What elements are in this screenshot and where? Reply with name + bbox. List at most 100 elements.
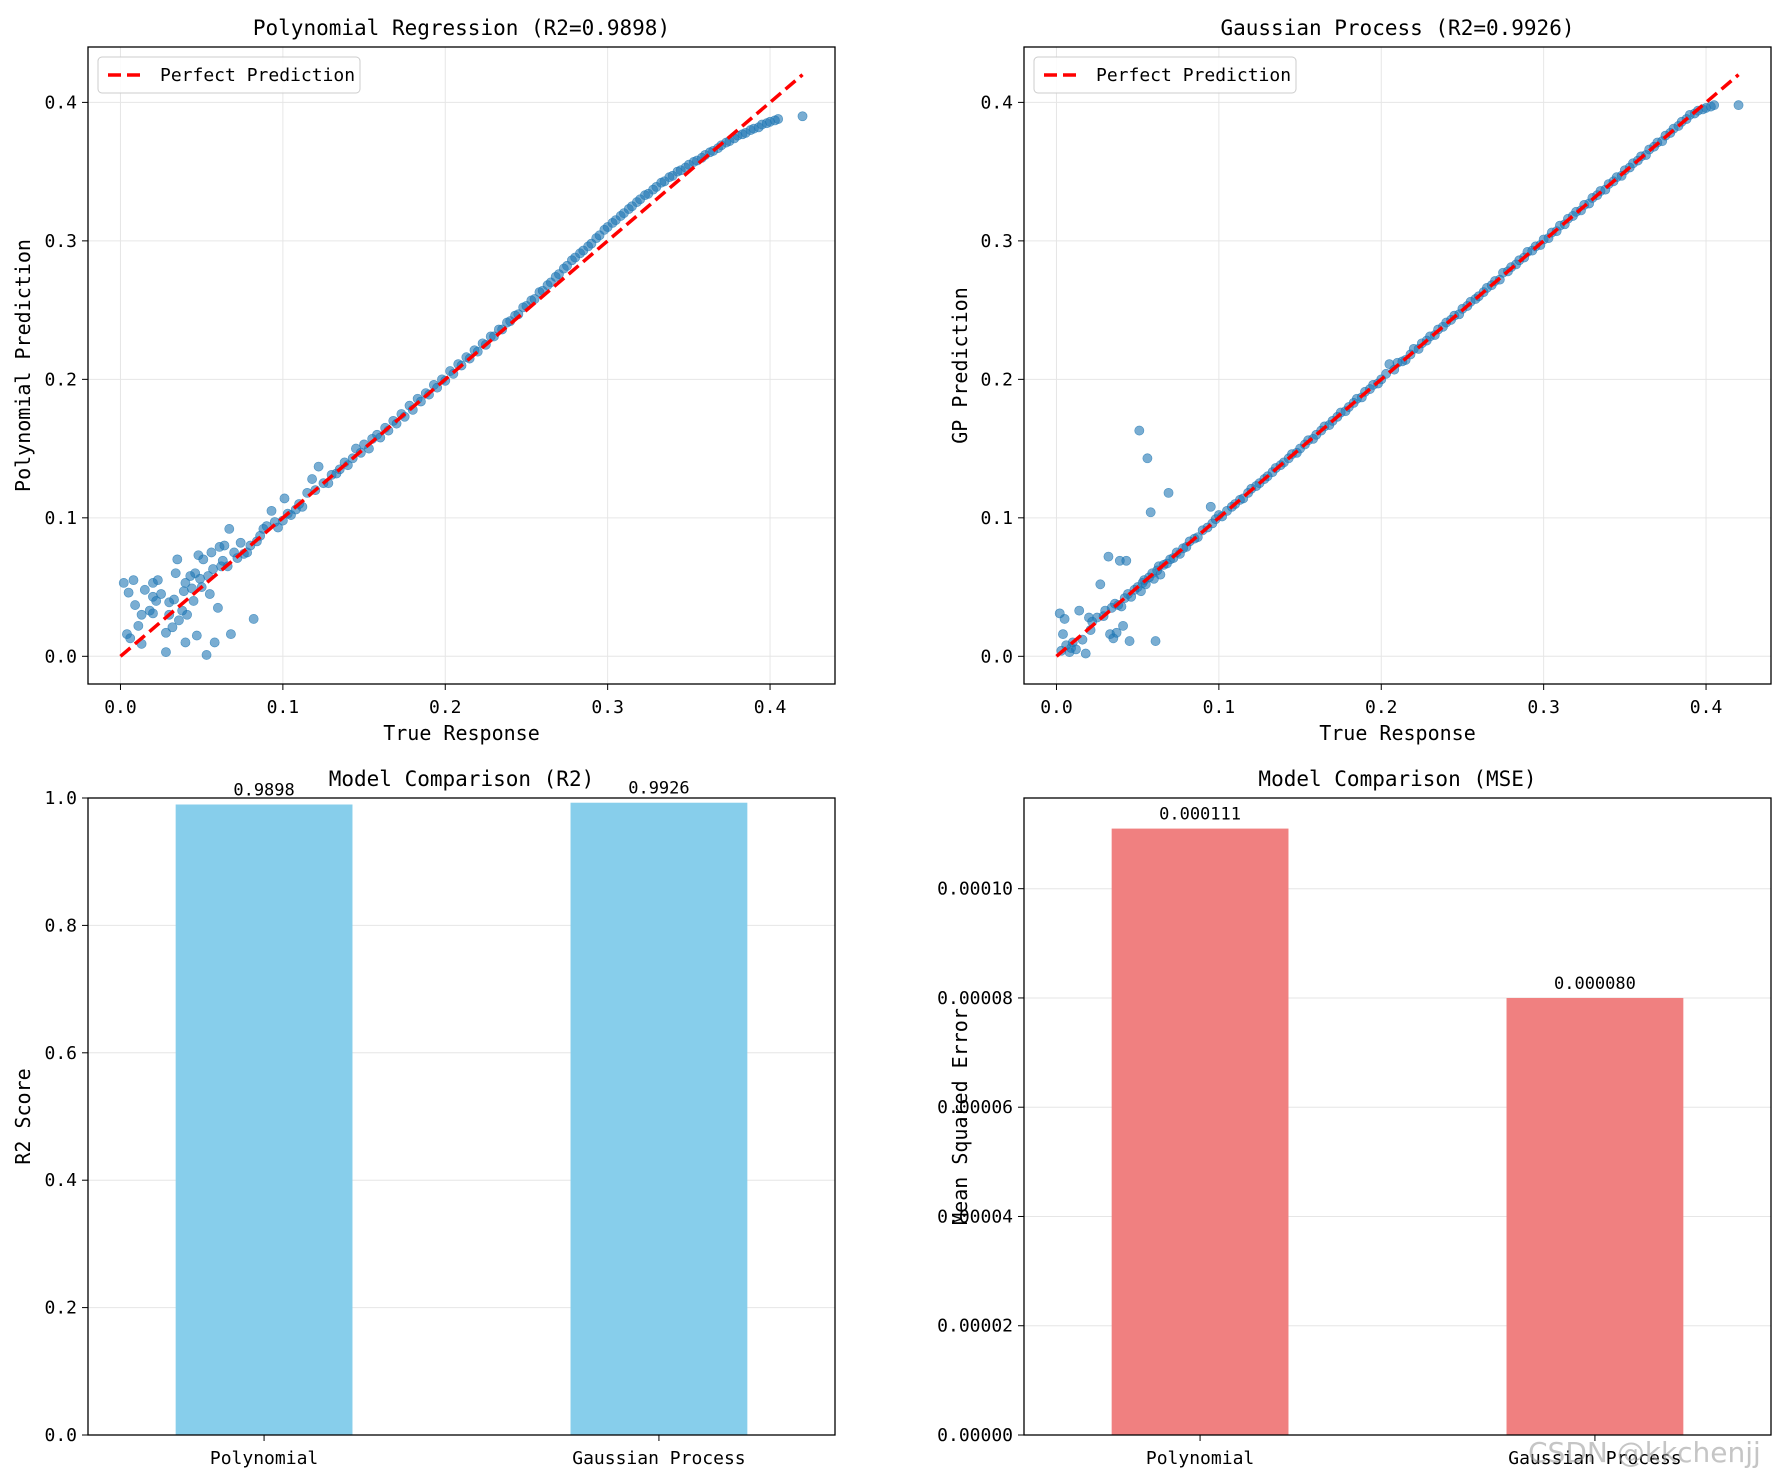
data-point xyxy=(195,573,205,584)
data-point xyxy=(188,596,199,606)
x-tick-label: 0.4 xyxy=(1690,697,1723,718)
y-tick-label: 0.00010 xyxy=(937,879,1013,900)
data-point xyxy=(118,578,129,588)
legend-box xyxy=(1033,56,1297,94)
data-point xyxy=(170,568,181,579)
data-point xyxy=(198,554,209,565)
y-axis-label: Mean Squared Error xyxy=(948,1008,972,1225)
bar-value-label: 0.9926 xyxy=(628,779,689,799)
data-point xyxy=(178,586,189,597)
data-point xyxy=(1134,425,1145,436)
data-point xyxy=(151,596,162,606)
data-point xyxy=(206,547,217,558)
watermark: CSDN @kkchenjj xyxy=(1528,1436,1761,1469)
data-point xyxy=(1150,636,1161,646)
data-point xyxy=(161,647,171,658)
data-point xyxy=(1111,627,1122,638)
y-tick-label: 0.1 xyxy=(44,508,77,529)
y-tick-label: 0.0 xyxy=(980,646,1013,667)
x-tick-label: 0.1 xyxy=(1203,697,1236,718)
data-point xyxy=(208,564,218,574)
bar-polynomial xyxy=(175,804,353,1435)
x-tick-label: 0.4 xyxy=(754,697,787,718)
data-point xyxy=(1155,569,1166,580)
data-point xyxy=(133,620,144,631)
y-axis-label: GP Prediction xyxy=(948,287,972,444)
x-axis-label: True Response xyxy=(383,721,540,745)
y-tick-label: 0.3 xyxy=(980,231,1013,252)
x-tick-label: 0.1 xyxy=(267,697,300,718)
y-tick-label: 0.00006 xyxy=(937,1097,1013,1118)
data-point xyxy=(130,600,140,610)
y-tick-label: 0.4 xyxy=(44,1170,77,1191)
data-point xyxy=(125,633,136,644)
data-point xyxy=(1080,648,1091,659)
data-point xyxy=(209,637,220,648)
data-point xyxy=(204,589,215,599)
y-tick-label: 0.00000 xyxy=(937,1425,1013,1446)
y-tick-label: 0.0 xyxy=(44,646,77,667)
axes-frame xyxy=(87,797,836,1436)
axes-frame xyxy=(87,46,836,685)
data-point xyxy=(226,629,236,640)
x-tick-label: Gaussian Process xyxy=(1508,1448,1681,1469)
y-tick-label: 0.1 xyxy=(980,508,1013,529)
data-point xyxy=(139,584,150,595)
x-tick-label: 0.0 xyxy=(104,697,137,718)
data-point xyxy=(161,627,171,638)
axes-frame xyxy=(1023,797,1772,1436)
data-point xyxy=(167,622,178,633)
bar-polynomial xyxy=(1111,828,1289,1435)
data-point xyxy=(1145,507,1156,518)
y-tick-label: 0.8 xyxy=(44,915,77,936)
data-point xyxy=(1103,551,1114,562)
bar-gaussian-process xyxy=(1506,997,1684,1435)
data-point xyxy=(180,637,191,648)
data-point xyxy=(1071,644,1081,655)
bar-value-label: 0.000111 xyxy=(1159,805,1241,825)
legend-label: Perfect Prediction xyxy=(160,65,355,86)
x-tick-label: 0.3 xyxy=(1527,697,1560,718)
x-tick-label: 0.3 xyxy=(591,697,624,718)
data-point xyxy=(1074,605,1085,616)
data-point xyxy=(152,575,163,586)
bar-value-label: 0.000080 xyxy=(1554,974,1636,994)
y-tick-label: 0.6 xyxy=(44,1043,77,1064)
data-point xyxy=(213,602,223,613)
data-point xyxy=(1124,636,1135,646)
data-point xyxy=(180,578,191,588)
x-tick-label: Gaussian Process xyxy=(572,1448,745,1469)
data-point xyxy=(148,608,158,619)
chart-title: Model Comparison (R2) xyxy=(329,767,595,791)
y-axis-label: Polynomial Prediction xyxy=(11,239,35,492)
data-point xyxy=(279,493,290,504)
y-tick-label: 0.2 xyxy=(44,1298,77,1319)
data-point xyxy=(1709,100,1720,111)
x-tick-label: 0.0 xyxy=(1040,697,1073,718)
legend-label: Perfect Prediction xyxy=(1096,65,1291,86)
data-point xyxy=(169,594,179,605)
data-point xyxy=(1118,620,1128,631)
x-tick-label: 0.2 xyxy=(1365,697,1398,718)
bar-gaussian-process xyxy=(570,802,748,1435)
perfect-prediction-line xyxy=(1055,73,1740,658)
data-point xyxy=(773,114,784,124)
data-point xyxy=(248,614,259,624)
data-point xyxy=(191,630,202,641)
chart-title: Gaussian Process (R2=0.9926) xyxy=(1220,16,1574,40)
data-point xyxy=(219,540,230,551)
y-tick-label: 0.0 xyxy=(44,1425,77,1446)
data-point xyxy=(224,524,235,534)
y-tick-label: 0.2 xyxy=(980,369,1013,390)
x-tick-label: 0.2 xyxy=(429,697,462,718)
y-axis-label: R2 Score xyxy=(11,1068,35,1164)
x-tick-label: Polynomial xyxy=(1146,1448,1254,1469)
data-point xyxy=(187,583,197,594)
data-point xyxy=(307,474,317,484)
data-point xyxy=(201,650,212,660)
axes-frame xyxy=(1023,46,1772,685)
x-tick-label: Polynomial xyxy=(210,1448,318,1469)
data-point xyxy=(128,575,139,586)
bar-value-label: 0.9898 xyxy=(233,780,294,800)
data-point xyxy=(1733,100,1744,111)
